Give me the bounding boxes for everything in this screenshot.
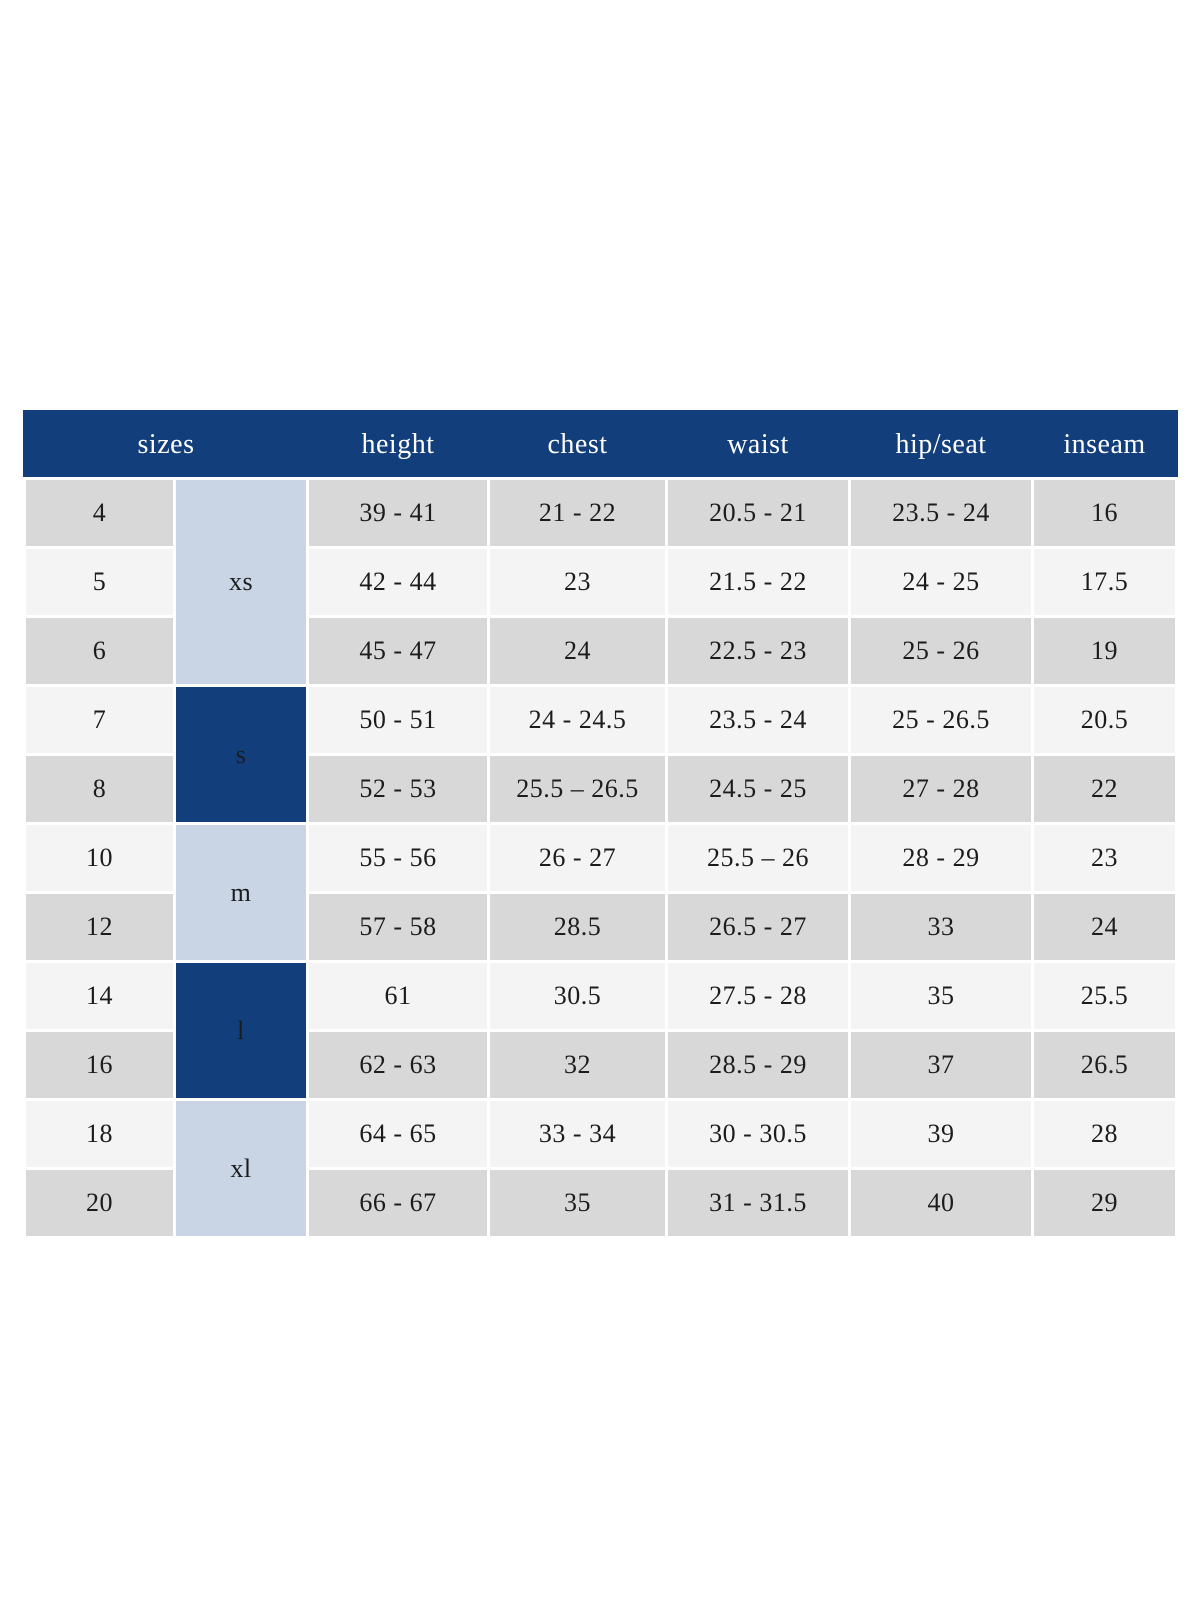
size-cell: 18: [23, 1098, 176, 1170]
table-row: 5 42 - 44 23 21.5 - 22 24 - 25 17.5: [23, 546, 1178, 618]
waist-cell: 24.5 - 25: [665, 753, 851, 825]
col-header-sizes: sizes: [23, 410, 309, 480]
group-cell-s: s: [173, 684, 309, 825]
chest-cell: 32: [487, 1029, 668, 1101]
height-cell: 66 - 67: [306, 1167, 490, 1239]
chest-cell: 24 - 24.5: [487, 684, 668, 756]
inseam-cell: 26.5: [1031, 1029, 1178, 1101]
hip-seat-cell: 40: [848, 1167, 1034, 1239]
group-cell-l: l: [173, 960, 309, 1101]
chest-cell: 23: [487, 546, 668, 618]
inseam-cell: 28: [1031, 1098, 1178, 1170]
size-cell: 16: [23, 1029, 176, 1101]
inseam-cell: 25.5: [1031, 960, 1178, 1032]
group-cell-m: m: [173, 822, 309, 963]
hip-seat-cell: 37: [848, 1029, 1034, 1101]
height-cell: 64 - 65: [306, 1098, 490, 1170]
waist-cell: 31 - 31.5: [665, 1167, 851, 1239]
size-cell: 6: [23, 615, 176, 687]
col-header-waist: waist: [665, 410, 851, 480]
hip-seat-cell: 25 - 26: [848, 615, 1034, 687]
chest-cell: 30.5: [487, 960, 668, 1032]
height-cell: 57 - 58: [306, 891, 490, 963]
col-header-inseam: inseam: [1031, 410, 1178, 480]
waist-cell: 25.5 – 26: [665, 822, 851, 894]
chest-cell: 24: [487, 615, 668, 687]
table-row: 18 xl 64 - 65 33 - 34 30 - 30.5 39 28: [23, 1098, 1178, 1239]
size-cell: 14: [23, 960, 176, 1032]
waist-cell: 27.5 - 28: [665, 960, 851, 1032]
hip-seat-cell: 39: [848, 1098, 1034, 1170]
waist-cell: 23.5 - 24: [665, 684, 851, 756]
chest-cell: 26 - 27: [487, 822, 668, 894]
table-body: 4 xs 39 - 41 21 - 22 20.5 - 21 23.5 - 24…: [23, 477, 1178, 1239]
size-chart-container: sizes height chest waist hip/seat inseam…: [23, 410, 1178, 1239]
table-header: sizes height chest waist hip/seat inseam: [23, 410, 1178, 480]
waist-cell: 22.5 - 23: [665, 615, 851, 687]
table-row: 8 52 - 53 25.5 – 26.5 24.5 - 25 27 - 28 …: [23, 753, 1178, 825]
height-cell: 52 - 53: [306, 753, 490, 825]
inseam-cell: 17.5: [1031, 546, 1178, 618]
height-cell: 55 - 56: [306, 822, 490, 894]
inseam-cell: 22: [1031, 753, 1178, 825]
waist-cell: 21.5 - 22: [665, 546, 851, 618]
hip-seat-cell: 28 - 29: [848, 822, 1034, 894]
inseam-cell: 29: [1031, 1167, 1178, 1239]
inseam-cell: 16: [1031, 477, 1178, 549]
table-row: 7 s 50 - 51 24 - 24.5 23.5 - 24 25 - 26.…: [23, 684, 1178, 825]
size-cell: 5: [23, 546, 176, 618]
table-row: 14 l 61 30.5 27.5 - 28 35 25.5: [23, 960, 1178, 1101]
hip-seat-cell: 35: [848, 960, 1034, 1032]
size-chart-table: sizes height chest waist hip/seat inseam…: [23, 410, 1178, 1239]
waist-cell: 30 - 30.5: [665, 1098, 851, 1170]
height-cell: 42 - 44: [306, 546, 490, 618]
height-cell: 61: [306, 960, 490, 1032]
chest-cell: 25.5 – 26.5: [487, 753, 668, 825]
inseam-cell: 19: [1031, 615, 1178, 687]
hip-seat-cell: 27 - 28: [848, 753, 1034, 825]
chest-cell: 35: [487, 1167, 668, 1239]
inseam-cell: 24: [1031, 891, 1178, 963]
group-cell-xl: xl: [173, 1098, 309, 1239]
col-header-height: height: [306, 410, 490, 480]
size-cell: 4: [23, 477, 176, 549]
size-cell: 8: [23, 753, 176, 825]
table-row: 12 57 - 58 28.5 26.5 - 27 33 24: [23, 891, 1178, 963]
table-row: 20 66 - 67 35 31 - 31.5 40 29: [23, 1167, 1178, 1239]
height-cell: 45 - 47: [306, 615, 490, 687]
waist-cell: 20.5 - 21: [665, 477, 851, 549]
height-cell: 62 - 63: [306, 1029, 490, 1101]
hip-seat-cell: 33: [848, 891, 1034, 963]
table-row: 16 62 - 63 32 28.5 - 29 37 26.5: [23, 1029, 1178, 1101]
hip-seat-cell: 24 - 25: [848, 546, 1034, 618]
table-row: 10 m 55 - 56 26 - 27 25.5 – 26 28 - 29 2…: [23, 822, 1178, 963]
header-row: sizes height chest waist hip/seat inseam: [23, 410, 1178, 480]
table-row: 4 xs 39 - 41 21 - 22 20.5 - 21 23.5 - 24…: [23, 477, 1178, 687]
col-header-hip-seat: hip/seat: [848, 410, 1034, 480]
waist-cell: 26.5 - 27: [665, 891, 851, 963]
inseam-cell: 20.5: [1031, 684, 1178, 756]
height-cell: 39 - 41: [306, 477, 490, 549]
size-cell: 10: [23, 822, 176, 894]
size-cell: 7: [23, 684, 176, 756]
table-row: 6 45 - 47 24 22.5 - 23 25 - 26 19: [23, 615, 1178, 687]
height-cell: 50 - 51: [306, 684, 490, 756]
size-cell: 12: [23, 891, 176, 963]
chest-cell: 28.5: [487, 891, 668, 963]
col-header-chest: chest: [487, 410, 668, 480]
hip-seat-cell: 25 - 26.5: [848, 684, 1034, 756]
waist-cell: 28.5 - 29: [665, 1029, 851, 1101]
hip-seat-cell: 23.5 - 24: [848, 477, 1034, 549]
chest-cell: 21 - 22: [487, 477, 668, 549]
inseam-cell: 23: [1031, 822, 1178, 894]
chest-cell: 33 - 34: [487, 1098, 668, 1170]
group-cell-xs: xs: [173, 477, 309, 687]
size-cell: 20: [23, 1167, 176, 1239]
